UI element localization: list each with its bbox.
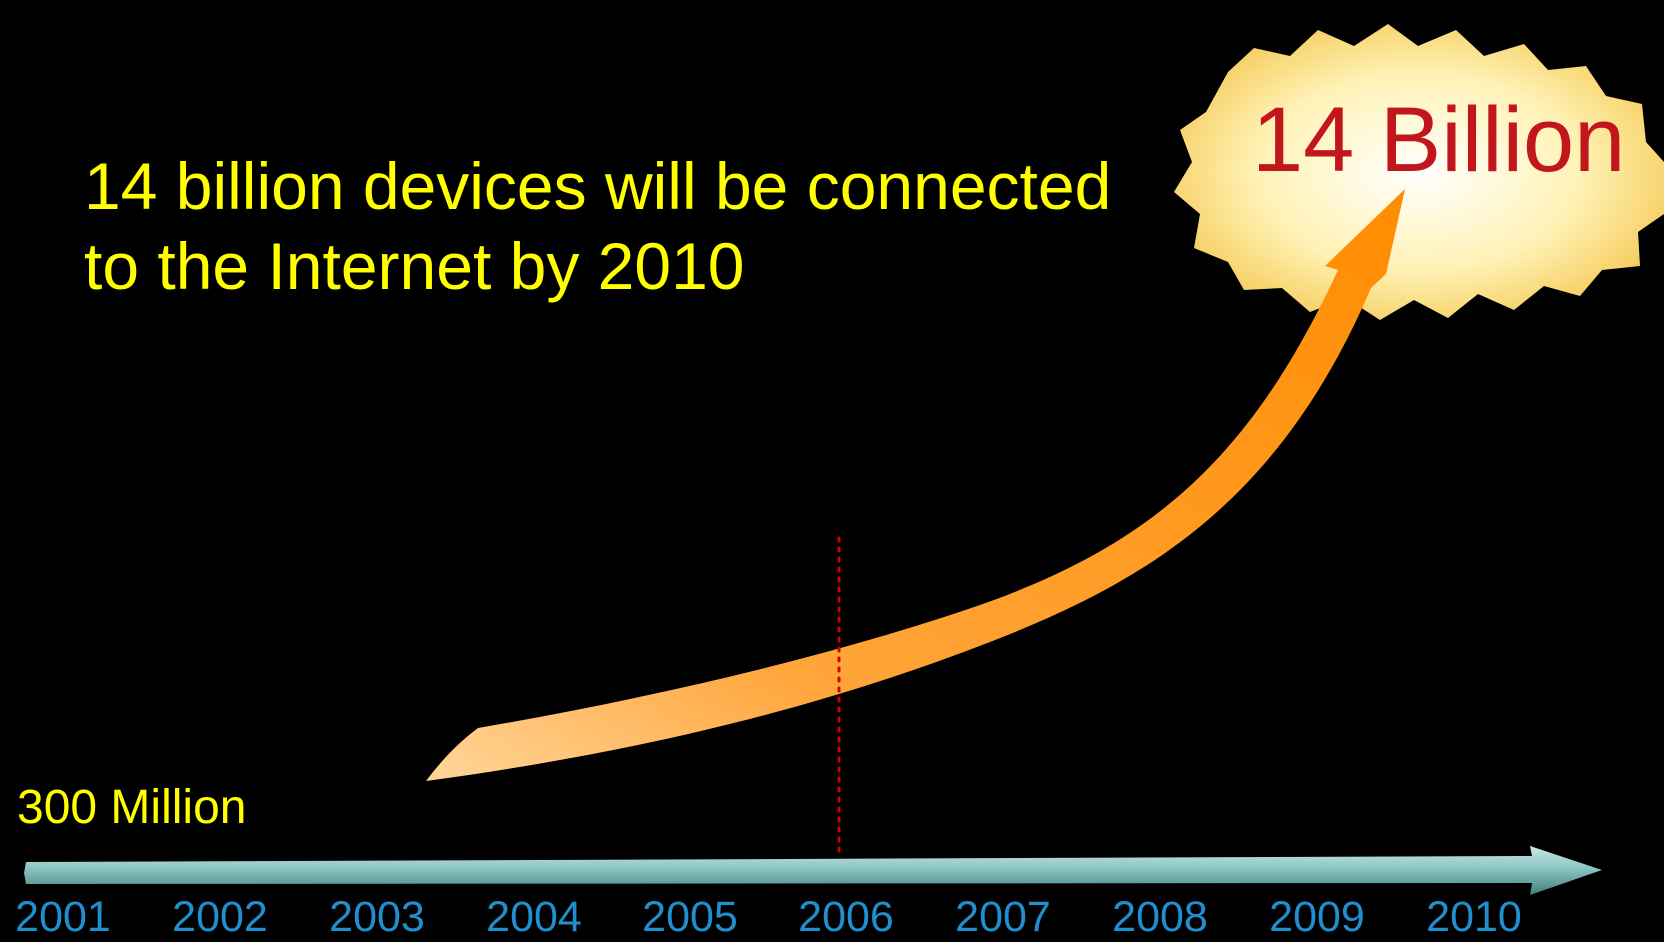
year-label-2006: 2006 — [798, 893, 894, 941]
year-label-2005: 2005 — [642, 893, 738, 941]
year-label-2003: 2003 — [329, 893, 425, 941]
start-value-label: 300 Million — [17, 781, 247, 834]
growth-arrow — [426, 189, 1405, 781]
year-label-2009: 2009 — [1269, 893, 1365, 941]
end-value-label: 14 Billion — [1252, 89, 1626, 191]
headline: 14 billion devices will be connected to … — [84, 146, 1164, 306]
year-label-2007: 2007 — [955, 893, 1051, 941]
timeline-axis — [24, 846, 1602, 895]
burst-shape — [1174, 24, 1664, 320]
year-label-2004: 2004 — [486, 893, 582, 941]
headline-line-1: 14 billion devices will be connected — [84, 149, 1112, 223]
year-label-2008: 2008 — [1112, 893, 1208, 941]
year-label-2002: 2002 — [172, 893, 268, 941]
headline-line-2: to the Internet by 2010 — [84, 229, 745, 303]
year-label-2001: 2001 — [15, 893, 111, 941]
year-label-2010: 2010 — [1426, 893, 1522, 941]
